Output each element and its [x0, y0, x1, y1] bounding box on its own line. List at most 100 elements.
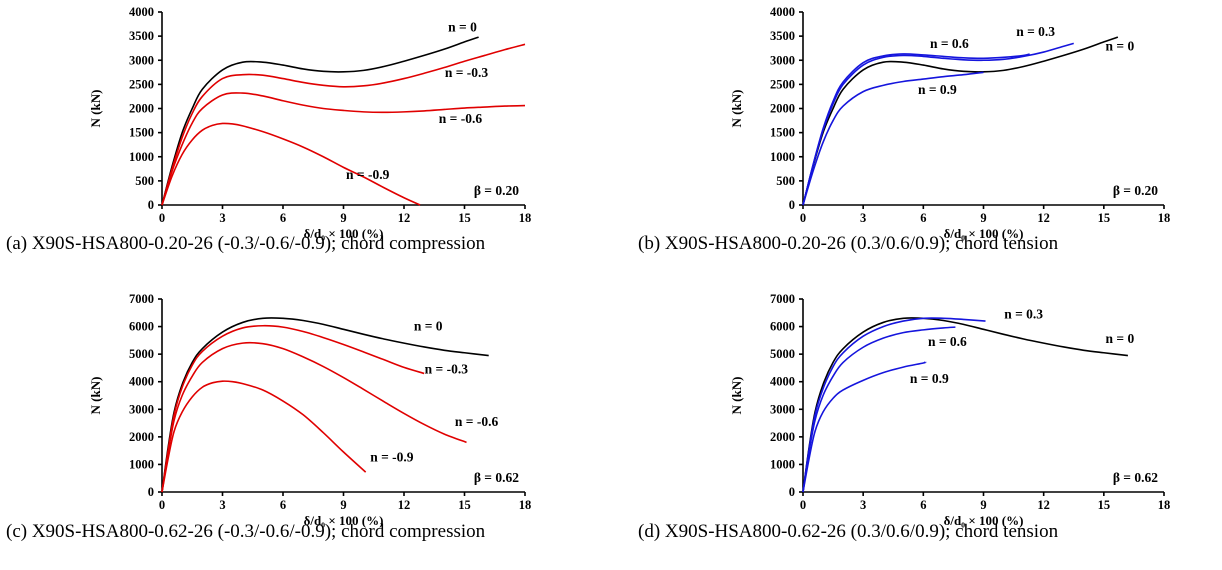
y-tick-label: 2000 [770, 430, 795, 444]
curve-label: n = 0.9 [918, 82, 957, 97]
x-axis-label: δ/d₀ × 100 (%) [944, 226, 1024, 241]
chart-d: 0 3 6 9 12 15 18 0 1000 2000 3000 4000 5000 6000 7000 δ… [638, 292, 1170, 542]
y-tick-label: 3500 [129, 29, 154, 43]
y-tick-label: 0 [148, 198, 154, 212]
y-tick-label: 7000 [129, 292, 154, 306]
x-tick-label: 18 [1158, 498, 1171, 512]
curve-label: n = -0.9 [346, 167, 390, 182]
y-tick-label: 4000 [129, 375, 154, 389]
y-tick-label: 1000 [770, 150, 795, 164]
x-tick-label: 6 [280, 211, 286, 225]
y-tick-label: 1500 [770, 126, 795, 140]
x-tick-label: 18 [519, 211, 532, 225]
curve-label: n = -0.6 [455, 414, 499, 429]
y-tick-label: 2000 [129, 430, 154, 444]
series-line-2 [802, 317, 986, 493]
y-tick-label: 1000 [770, 457, 795, 471]
y-tick-label: 6000 [770, 320, 795, 334]
y-tick-label: 3000 [770, 402, 795, 416]
x-tick-label: 6 [920, 498, 926, 512]
x-tick-label: 9 [340, 498, 346, 512]
series-line-2 [161, 324, 425, 493]
x-axis-label: δ/d₀ × 100 (%) [304, 513, 384, 528]
x-tick-label: 3 [860, 498, 866, 512]
beta-label: β = 0.62 [474, 470, 519, 485]
curve-label: n = 0.6 [930, 36, 969, 51]
y-tick-label: 0 [148, 485, 154, 499]
curve-label: n = 0 [414, 319, 443, 334]
series-line-1 [161, 317, 489, 493]
x-tick-label: 12 [398, 211, 411, 225]
curve-label: n = -0.9 [370, 450, 414, 465]
y-tick-label: 3500 [770, 29, 795, 43]
y-tick-label: 4000 [770, 5, 795, 19]
series-line-1 [161, 36, 479, 206]
y-tick-label: 7000 [770, 292, 795, 306]
figure-caption: (b) X90S-HSA800-0.20-26 (0.3/0.6/0.9); c… [638, 233, 1059, 254]
beta-label: β = 0.20 [1113, 183, 1158, 198]
y-tick-label: 3000 [770, 53, 795, 67]
y-tick-label: 5000 [770, 347, 795, 361]
series-line-1 [802, 36, 1119, 206]
curve-label: n = -0.6 [439, 111, 483, 126]
y-tick-label: 0 [789, 485, 795, 499]
x-tick-label: 12 [398, 498, 411, 512]
y-tick-label: 1000 [129, 457, 154, 471]
beta-label: β = 0.20 [474, 183, 519, 198]
series-line-3 [802, 53, 1030, 206]
series-line-4 [161, 122, 421, 206]
series-line-1 [802, 317, 1128, 493]
chart-a: 0 3 6 9 12 15 18 0 500 1000 1500 2000 2500 3000 3500 40… [6, 5, 531, 254]
series-line-3 [802, 326, 956, 493]
series-line-3 [161, 341, 467, 493]
curve-label: n = 0 [1106, 39, 1135, 54]
x-tick-label: 15 [458, 211, 471, 225]
y-axis-label: N (kN) [729, 90, 744, 128]
y-tick-label: 5000 [129, 347, 154, 361]
y-tick-label: 0 [789, 198, 795, 212]
curve-label: n = 0.9 [910, 371, 949, 386]
figure-caption: (c) X90S-HSA800-0.62-26 (-0.3/-0.6/-0.9)… [6, 521, 486, 542]
y-tick-label: 500 [135, 174, 154, 188]
series-line-4 [802, 361, 927, 493]
x-axis-label: δ/d₀ × 100 (%) [304, 226, 384, 241]
x-tick-label: 3 [219, 211, 225, 225]
chart-b: 0 3 6 9 12 15 18 0 500 1000 1500 2000 2500 3000 3500 40… [638, 5, 1170, 254]
y-tick-label: 6000 [129, 320, 154, 334]
y-tick-label: 3000 [129, 402, 154, 416]
x-tick-label: 6 [920, 211, 926, 225]
y-tick-label: 2500 [129, 77, 154, 91]
curve-label: n = -0.3 [445, 65, 489, 80]
curve-label: n = 0 [448, 19, 477, 34]
curve-label: n = 0.3 [1004, 306, 1043, 321]
x-tick-label: 0 [159, 498, 165, 512]
y-tick-label: 3000 [129, 53, 154, 67]
x-tick-label: 12 [1037, 211, 1050, 225]
curve-label: n = 0.3 [1016, 24, 1055, 39]
x-tick-label: 18 [1158, 211, 1171, 225]
series-line-2 [161, 43, 526, 206]
series-line-4 [161, 380, 367, 493]
y-tick-label: 4000 [770, 375, 795, 389]
x-tick-label: 12 [1037, 498, 1050, 512]
curve-label: n = 0.6 [928, 334, 967, 349]
x-tick-label: 9 [980, 211, 986, 225]
y-tick-label: 500 [776, 174, 795, 188]
x-tick-label: 15 [458, 498, 471, 512]
curve-label: n = -0.3 [425, 361, 469, 376]
x-tick-label: 6 [280, 498, 286, 512]
figure-caption: (d) X90S-HSA800-0.62-26 (0.3/0.6/0.9); c… [638, 521, 1059, 542]
series-line-3 [161, 92, 526, 206]
chart-c: 0 3 6 9 12 15 18 0 1000 2000 3000 4000 5000 6000 7000 δ… [6, 292, 531, 542]
y-tick-label: 1500 [129, 126, 154, 140]
x-axis-label: δ/d₀ × 100 (%) [944, 513, 1024, 528]
x-tick-label: 3 [860, 211, 866, 225]
y-tick-label: 4000 [129, 5, 154, 19]
x-tick-label: 9 [980, 498, 986, 512]
y-tick-label: 1000 [129, 150, 154, 164]
y-tick-label: 2000 [129, 102, 154, 116]
x-tick-label: 9 [340, 211, 346, 225]
curve-label: n = 0 [1106, 331, 1135, 346]
x-tick-label: 3 [219, 498, 225, 512]
